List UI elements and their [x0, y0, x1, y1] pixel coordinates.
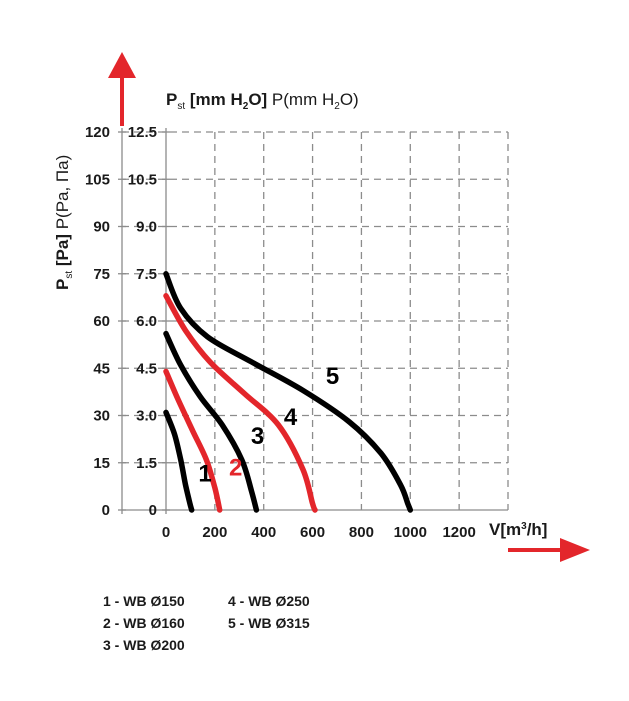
mm-tick-label-8: 12.5: [128, 124, 157, 141]
curve-label-2: 2: [229, 454, 242, 481]
curve-label-1: 1: [198, 461, 211, 488]
curve-label-3: 3: [251, 423, 264, 450]
pa-tick-label-8: 120: [85, 124, 110, 141]
mm-tick-label-7: 10.5: [128, 171, 157, 188]
x-tick-label-1: 200: [202, 524, 227, 541]
pa-title-sub: st: [64, 271, 75, 279]
mm-tick-label-5: 7.5: [136, 266, 157, 283]
curve-4: [163, 293, 318, 513]
x-tick-label-2: 400: [251, 524, 276, 541]
legend-item-3: 3 - WB Ø200: [103, 637, 185, 653]
x-axis-title: V[m3/h]: [489, 520, 547, 539]
pa-title-p: P: [53, 279, 72, 290]
mm-title-sub3: 2: [334, 101, 340, 112]
pa-tick-label-4: 60: [93, 313, 110, 330]
legend-item-1: 1 - WB Ø150: [103, 593, 185, 609]
mm-title-p: P: [166, 90, 177, 109]
x-title-v: V[m: [489, 520, 521, 539]
x-tick-label-5: 1000: [394, 524, 427, 541]
x-tick-label-6: 1200: [442, 524, 475, 541]
mm-title-sub: st: [177, 101, 185, 112]
pa-tick-label-6: 90: [93, 219, 110, 236]
x-axis-arrow: [508, 538, 590, 562]
mm-title-unit2: O]: [248, 90, 267, 109]
y-axis-arrow: [108, 52, 136, 126]
mm-tick-label-4: 6.0: [136, 313, 157, 330]
pa-tick-label-5: 75: [93, 266, 110, 283]
curve-3: [163, 330, 260, 513]
pa-axis-title: Pst [Pa] P(Pa, Па): [53, 155, 75, 290]
mm-tick-label-3: 4.5: [136, 360, 157, 377]
pa-tick-label-2: 30: [93, 408, 110, 425]
pa-tick-label-1: 15: [93, 455, 110, 472]
tick-labels: 015304560759010512001.53.04.56.07.59.010…: [85, 124, 476, 541]
mm-axis-title: Pst [mm H2O] P(mm H2O): [166, 90, 359, 112]
legend-item-4: 4 - WB Ø250: [228, 593, 310, 609]
curve-label-4: 4: [284, 404, 298, 431]
pa-tick-label-7: 105: [85, 171, 110, 188]
grid: [122, 131, 509, 510]
mm-tick-label-0: 0: [149, 502, 157, 519]
legend: 1 - WB Ø150 2 - WB Ø160 3 - WB Ø200 4 - …: [103, 593, 310, 653]
pa-title-plain: P(Pa, Па): [53, 155, 72, 234]
mm-title-unit: [mm H: [185, 90, 243, 109]
pa-title-unit: [Pa]: [53, 234, 72, 271]
legend-item-2: 2 - WB Ø160: [103, 615, 185, 631]
mm-title-sub2: 2: [243, 101, 249, 112]
x-title-h: /h]: [527, 520, 548, 539]
legend-item-5: 5 - WB Ø315: [228, 615, 310, 631]
mm-tick-label-6: 9.0: [136, 219, 157, 236]
curve-5: [163, 271, 414, 513]
x-tick-label-3: 600: [300, 524, 325, 541]
x-tick-label-4: 800: [349, 524, 374, 541]
x-tick-label-0: 0: [162, 524, 170, 541]
curve-2: [163, 368, 223, 513]
mm-title-plain: P(mm H: [267, 90, 334, 109]
curve-label-5: 5: [326, 363, 339, 390]
curves: [163, 271, 414, 513]
pa-tick-label-0: 0: [102, 502, 110, 519]
pa-tick-label-3: 45: [93, 360, 110, 377]
mm-tick-label-1: 1.5: [136, 455, 157, 472]
curve-1: [163, 409, 195, 513]
curve-labels: 1 234 5: [198, 363, 339, 488]
mm-tick-label-2: 3.0: [136, 408, 157, 425]
x-title-sup: 3: [521, 521, 527, 532]
mm-title-plain2: O): [340, 90, 359, 109]
